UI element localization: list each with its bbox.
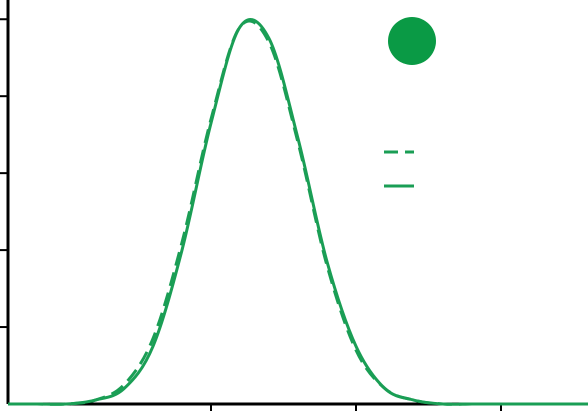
series-line-dashed <box>7 19 588 406</box>
series-layer <box>7 18 588 406</box>
series-line-solid <box>7 18 588 406</box>
legend-marker-circle <box>388 17 436 65</box>
legend <box>384 17 436 188</box>
